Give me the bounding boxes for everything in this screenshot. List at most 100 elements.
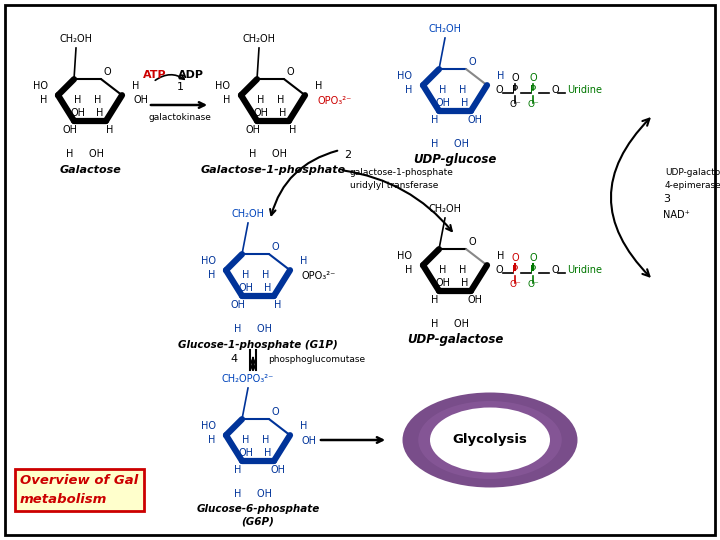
- Text: OH: OH: [467, 295, 482, 305]
- Text: HO: HO: [200, 256, 215, 266]
- Text: H: H: [497, 251, 505, 261]
- Ellipse shape: [433, 409, 547, 471]
- Text: H: H: [431, 295, 438, 305]
- Ellipse shape: [402, 393, 577, 488]
- Text: OH: OH: [302, 436, 317, 446]
- Text: O: O: [495, 85, 503, 95]
- Text: P: P: [530, 265, 536, 275]
- Text: H: H: [431, 115, 438, 125]
- Text: O: O: [551, 265, 559, 275]
- Text: CH₂OH: CH₂OH: [428, 24, 462, 34]
- Text: HO: HO: [397, 251, 413, 261]
- Text: H     OH: H OH: [431, 139, 469, 149]
- Text: H: H: [262, 435, 270, 445]
- Text: OH: OH: [230, 300, 246, 310]
- Text: 2: 2: [344, 150, 351, 160]
- Text: O: O: [271, 242, 279, 252]
- Text: CH₂OPO₃²⁻: CH₂OPO₃²⁻: [222, 374, 274, 384]
- Text: galactose-1-phosphate: galactose-1-phosphate: [350, 168, 454, 177]
- Text: 1: 1: [176, 82, 184, 92]
- Text: OPO₃²⁻: OPO₃²⁻: [302, 271, 336, 281]
- Text: O⁻: O⁻: [509, 280, 521, 289]
- Text: H: H: [264, 448, 271, 458]
- Text: HO: HO: [32, 81, 48, 91]
- Text: O: O: [103, 67, 111, 77]
- FancyArrowPatch shape: [156, 75, 184, 80]
- Text: CH₂OH: CH₂OH: [428, 204, 462, 214]
- Text: HO: HO: [215, 81, 230, 91]
- Text: H: H: [243, 435, 250, 445]
- Text: H: H: [223, 95, 230, 105]
- Ellipse shape: [446, 416, 534, 464]
- Text: galactokinase: galactokinase: [148, 113, 212, 122]
- Text: CH₂OH: CH₂OH: [60, 34, 92, 44]
- Text: H: H: [264, 283, 271, 293]
- Text: P: P: [512, 265, 518, 275]
- Text: OH: OH: [134, 95, 149, 105]
- Text: UDP-glucose: UDP-glucose: [413, 153, 497, 166]
- Text: OH: OH: [238, 448, 253, 458]
- Text: H: H: [462, 278, 469, 288]
- Text: O: O: [529, 253, 537, 263]
- Text: H: H: [462, 98, 469, 108]
- FancyArrowPatch shape: [343, 171, 451, 231]
- FancyArrowPatch shape: [270, 151, 337, 215]
- Text: P: P: [530, 85, 536, 95]
- Text: 4-epimerase: 4-epimerase: [665, 181, 720, 190]
- Text: ADP: ADP: [178, 70, 204, 80]
- Text: H: H: [208, 435, 216, 445]
- Text: H     OH: H OH: [249, 149, 287, 159]
- Text: O⁻: O⁻: [527, 280, 539, 289]
- Text: Glucose-1-phosphate (G1P): Glucose-1-phosphate (G1P): [178, 340, 338, 350]
- Text: OH: OH: [71, 108, 86, 118]
- Text: Uridine: Uridine: [567, 85, 602, 95]
- Text: Galactose-1-phosphate: Galactose-1-phosphate: [200, 165, 346, 175]
- Text: H: H: [405, 265, 413, 275]
- Text: P: P: [512, 85, 518, 95]
- Text: H: H: [439, 265, 446, 275]
- Text: H: H: [74, 95, 81, 105]
- Text: H: H: [315, 81, 323, 91]
- Text: H: H: [300, 421, 307, 431]
- Text: 4: 4: [231, 354, 238, 364]
- Text: H: H: [279, 108, 287, 118]
- Text: O: O: [468, 57, 476, 67]
- Text: O: O: [271, 407, 279, 417]
- Text: NAD⁺: NAD⁺: [663, 210, 690, 220]
- Text: H: H: [96, 108, 104, 118]
- Text: O: O: [468, 237, 476, 247]
- Text: OH: OH: [436, 278, 451, 288]
- Text: H: H: [262, 270, 270, 280]
- Text: phosphoglucomutase: phosphoglucomutase: [268, 355, 365, 364]
- Text: H: H: [94, 95, 102, 105]
- Text: O⁻: O⁻: [527, 100, 539, 109]
- Text: H: H: [107, 125, 114, 135]
- Text: H: H: [459, 265, 467, 275]
- Text: OH: OH: [238, 283, 253, 293]
- Text: H: H: [132, 81, 140, 91]
- Text: Uridine: Uridine: [567, 265, 602, 275]
- Text: (G6P): (G6P): [242, 516, 274, 526]
- Text: O: O: [495, 265, 503, 275]
- Text: H: H: [439, 85, 446, 95]
- Ellipse shape: [430, 408, 550, 472]
- Text: O: O: [287, 67, 294, 77]
- Text: 3: 3: [663, 194, 670, 204]
- Text: uridylyl transferase: uridylyl transferase: [350, 181, 438, 190]
- Text: O: O: [511, 253, 519, 263]
- Text: H: H: [277, 95, 284, 105]
- Text: H: H: [208, 270, 216, 280]
- Ellipse shape: [418, 401, 562, 479]
- Text: OPO₃²⁻: OPO₃²⁻: [317, 96, 351, 106]
- Text: H     OH: H OH: [234, 324, 272, 334]
- Text: H: H: [405, 85, 413, 95]
- Text: O⁻: O⁻: [509, 100, 521, 109]
- Text: CH₂OH: CH₂OH: [243, 34, 276, 44]
- Text: O: O: [551, 85, 559, 95]
- FancyBboxPatch shape: [5, 5, 715, 535]
- Text: ATP: ATP: [143, 70, 167, 80]
- Text: H     OH: H OH: [431, 319, 469, 329]
- Text: OH: OH: [253, 108, 269, 118]
- Text: H: H: [497, 71, 505, 81]
- Text: H: H: [300, 256, 307, 266]
